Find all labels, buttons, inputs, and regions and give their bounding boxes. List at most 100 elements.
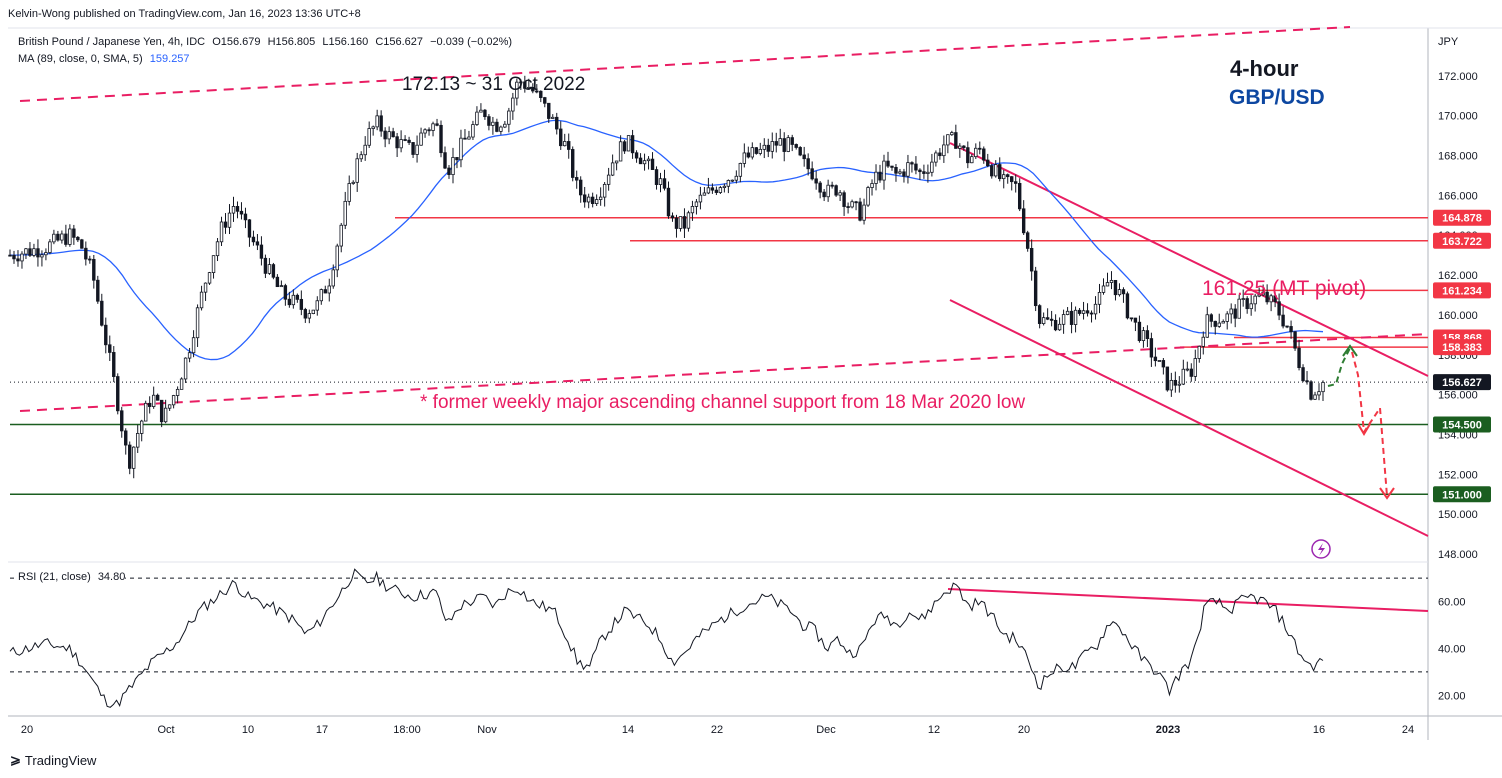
candle-body xyxy=(974,147,978,158)
candle-body xyxy=(674,217,679,229)
candle xyxy=(519,79,523,90)
candle xyxy=(543,96,547,108)
candle xyxy=(718,185,723,195)
candle-body xyxy=(179,378,184,390)
candle-body xyxy=(926,171,930,174)
price-tick-label: 172.000 xyxy=(1438,71,1478,83)
price-tick-label: 156.000 xyxy=(1438,390,1478,402)
candle xyxy=(722,183,727,193)
candle xyxy=(279,280,284,288)
candle xyxy=(1109,271,1114,290)
candle xyxy=(1305,371,1309,385)
candle xyxy=(686,210,691,232)
candle xyxy=(295,293,300,303)
candle-body xyxy=(1109,279,1114,283)
candle-body xyxy=(383,130,387,140)
candle xyxy=(136,424,140,453)
flash-icon[interactable] xyxy=(1311,539,1331,559)
candle xyxy=(698,186,703,210)
price-tick-label: 162.000 xyxy=(1438,270,1478,282)
candle-body xyxy=(706,187,711,194)
candle-body xyxy=(68,228,72,245)
candle xyxy=(507,107,511,133)
candle-body xyxy=(88,258,92,261)
candle xyxy=(459,129,463,168)
candle xyxy=(1021,200,1026,236)
candle-body xyxy=(982,148,986,161)
candle xyxy=(1257,287,1261,298)
candle-body xyxy=(64,233,68,245)
candle xyxy=(108,335,112,362)
candle xyxy=(678,216,683,232)
candle xyxy=(1297,339,1301,371)
candle-body xyxy=(120,410,124,432)
candle xyxy=(1281,306,1285,329)
candle-body xyxy=(722,185,727,188)
candle-body xyxy=(307,313,312,319)
candle-body xyxy=(1213,320,1217,327)
candle xyxy=(842,190,846,216)
candle-body xyxy=(970,156,974,164)
price-tick-label: 148.000 xyxy=(1438,549,1478,561)
candle xyxy=(598,187,603,206)
candle-body xyxy=(199,291,204,309)
time-tick-label: 20 xyxy=(21,724,33,736)
candle xyxy=(40,250,44,267)
candle xyxy=(906,154,910,184)
candle-body xyxy=(858,201,862,221)
candle-body xyxy=(367,128,371,146)
candle xyxy=(802,146,806,167)
candle xyxy=(331,264,335,289)
candle-body xyxy=(914,163,918,171)
candle xyxy=(754,146,758,155)
candle-body xyxy=(938,152,942,157)
candle-body xyxy=(247,219,252,238)
candle xyxy=(826,179,830,202)
candle xyxy=(251,230,256,246)
candle-body xyxy=(686,212,691,229)
candle-body xyxy=(842,192,846,207)
symbol-legend[interactable]: British Pound / Japanese Yen, 4h, IDC O1… xyxy=(18,36,512,48)
candle-body xyxy=(830,184,834,187)
candle-body xyxy=(794,144,798,148)
candle-body xyxy=(24,248,28,255)
candle-body xyxy=(267,264,272,274)
candle-body xyxy=(942,144,946,157)
candle xyxy=(435,118,439,127)
candle-body xyxy=(363,144,367,156)
candle-body xyxy=(1221,321,1225,324)
candle xyxy=(822,189,826,202)
rsi-legend[interactable]: RSI (21, close) 34.80 xyxy=(18,571,126,583)
candle-body xyxy=(299,298,304,310)
candle-body xyxy=(195,307,200,339)
candle xyxy=(139,419,144,442)
candle xyxy=(870,179,874,196)
time-tick-label: 12 xyxy=(928,724,940,736)
ma-legend[interactable]: MA (89, close, 0, SMA, 5) 159.257 xyxy=(18,53,190,65)
candle xyxy=(1277,293,1281,321)
candle-body xyxy=(403,139,407,141)
candle xyxy=(1125,291,1130,320)
candle-body xyxy=(934,152,938,163)
time-tick-label: 14 xyxy=(622,724,634,736)
candle-body xyxy=(810,168,814,180)
tradingview-logo[interactable]: ⩾ TradingView xyxy=(10,752,96,768)
price-tag-label: 158.383 xyxy=(1442,342,1482,354)
candle xyxy=(922,164,926,179)
candle-body xyxy=(754,147,758,154)
candle xyxy=(930,153,934,177)
price-tag-box xyxy=(1433,486,1491,503)
candle-body xyxy=(479,109,483,113)
timeframe-annotation: 4-hour xyxy=(1230,56,1299,81)
candle-body xyxy=(582,194,587,203)
candle xyxy=(475,106,479,126)
candle-body xyxy=(682,216,687,229)
candle xyxy=(654,166,659,190)
candle xyxy=(359,151,363,162)
candle xyxy=(315,296,319,316)
candle-body xyxy=(1006,174,1010,178)
candle xyxy=(1201,331,1205,355)
candle xyxy=(112,346,116,383)
candle-body xyxy=(519,81,523,84)
